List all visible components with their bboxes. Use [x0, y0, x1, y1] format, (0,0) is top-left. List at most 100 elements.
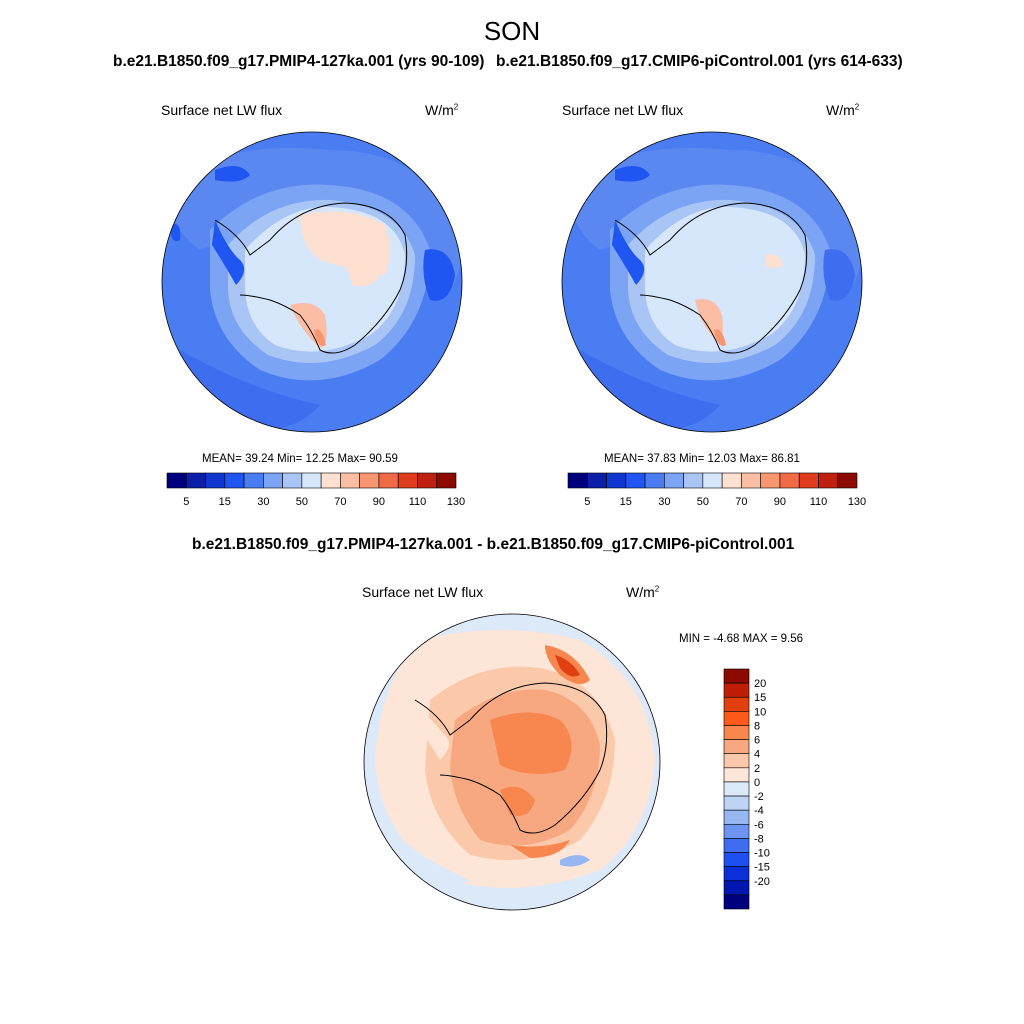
left-colorbar-box [340, 472, 360, 489]
left-colorbar-box [282, 472, 303, 489]
left-units-base: W/m [425, 102, 454, 118]
left-colorbar-box [205, 472, 226, 489]
diff-units-label: W/m2 [626, 584, 659, 600]
right-colorbar-box [741, 472, 761, 489]
diff-colorbar-box [723, 682, 750, 698]
left-stats: MEAN= 39.24 Min= 12.25 Max= 90.59 [202, 453, 398, 465]
right-colorbar-box [625, 472, 646, 489]
right-units-base: W/m [826, 102, 855, 118]
left-colorbar-box [417, 472, 438, 489]
diff-colorbar-box [723, 767, 750, 783]
right-variable-label: Surface net LW flux [562, 102, 684, 118]
right-colorbar-box [664, 472, 684, 489]
diff-colorbar-tick-label: -2 [754, 791, 764, 803]
left-colorbar-tick-label: 130 [447, 496, 465, 508]
diff-colorbar-box [723, 852, 750, 867]
diff-colorbar-box [723, 725, 750, 740]
left-colorbar-box [224, 472, 245, 489]
diff-map-border [363, 613, 661, 911]
diff-colorbar-tick-label: 20 [754, 678, 766, 690]
season-title: SON [483, 16, 541, 46]
left-map-border [161, 131, 463, 433]
right-colorbar-box [837, 472, 858, 489]
right-colorbar-box [567, 472, 588, 489]
left-variable-label: Surface net LW flux [161, 102, 283, 118]
left-colorbar-tick-label: 5 [183, 496, 189, 508]
diff-colorbar-tick-label: 2 [754, 763, 760, 775]
right-stats: MEAN= 37.83 Min= 12.03 Max= 86.81 [604, 453, 800, 465]
right-colorbar-box [779, 472, 800, 489]
left-colorbar-tick-label: 110 [409, 496, 427, 508]
left-colorbar-box [166, 472, 187, 489]
right-colorbar-tick-label: 50 [697, 496, 709, 508]
left-colorbar-box [378, 472, 399, 489]
diff-colorbar-box [723, 668, 750, 684]
diff-colorbar-box [723, 809, 750, 825]
left-colorbar: 5 15 30 50 70 90 110 130 [166, 472, 465, 508]
diff-colorbar-tick-label: -8 [754, 833, 764, 845]
right-units-exp: 2 [854, 102, 860, 112]
right-colorbar-tick-label: 130 [848, 496, 866, 508]
right-colorbar-tick-label: 70 [735, 496, 747, 508]
diff-colorbar-tick-label: 4 [754, 749, 760, 761]
diff-colorbar-tick-label: -20 [754, 876, 770, 888]
left-polar-map [162, 132, 462, 432]
diff-colorbar-tick-label: 8 [754, 720, 760, 732]
right-colorbar-tick-label: 15 [620, 496, 632, 508]
left-colorbar-box [263, 472, 283, 489]
diff-colorbar-tick-label: -10 [754, 848, 770, 860]
right-colorbar-tick-label: 5 [584, 496, 590, 508]
diff-colorbar-tick-label: -15 [754, 862, 770, 874]
diff-colorbar-tick-label: 6 [754, 735, 760, 747]
right-map-border [561, 131, 863, 433]
diff-stats: MIN = -4.68 MAX = 9.56 [679, 633, 804, 645]
right-units-label: W/m2 [826, 102, 859, 118]
right-polar-map [562, 132, 862, 432]
right-colorbar-box [818, 472, 839, 489]
diff-colorbar-box [723, 753, 750, 769]
right-colorbar-box [721, 472, 742, 489]
diff-colorbar-tick-label: 0 [754, 777, 760, 789]
diff-colorbar-box [723, 894, 750, 910]
right-colorbar-box [683, 472, 704, 489]
left-colorbar-box [185, 472, 206, 489]
left-colorbar-box [301, 472, 322, 489]
diff-title: b.e21.B1850.f09_g17.PMIP4-127ka.001 - b.… [192, 536, 795, 553]
right-colorbar: 5 15 30 50 70 90 110 130 [567, 472, 866, 508]
left-units-exp: 2 [453, 102, 459, 112]
diff-colorbar-box [723, 866, 750, 882]
left-colorbar-tick-label: 90 [373, 496, 385, 508]
diff-units-base: W/m [626, 584, 655, 600]
diff-colorbar-box [723, 880, 750, 896]
left-colorbar-box [436, 472, 457, 489]
diff-colorbar-box [723, 781, 750, 797]
right-colorbar-box [760, 472, 781, 489]
diff-colorbar-box [723, 711, 750, 726]
right-colorbar-box [702, 472, 723, 489]
diff-colorbar-tick-label: -6 [754, 819, 764, 831]
left-colorbar-box [243, 472, 264, 489]
diff-colorbar-box [723, 838, 750, 853]
panel-right-title: b.e21.B1850.f09_g17.CMIP6-piControl.001 … [496, 53, 903, 70]
diff-colorbar-box [723, 795, 750, 811]
right-colorbar-tick-label: 30 [658, 496, 670, 508]
right-colorbar-box [586, 472, 607, 489]
diff-colorbar-tick-label: 10 [754, 706, 766, 718]
left-colorbar-tick-label: 30 [257, 496, 269, 508]
left-colorbar-box [320, 472, 341, 489]
panel-left-title: b.e21.B1850.f09_g17.PMIP4-127ka.001 (yrs… [113, 53, 485, 70]
right-colorbar-tick-label: 110 [810, 496, 828, 508]
diff-units-exp: 2 [654, 584, 660, 594]
diff-colorbar-box [723, 696, 750, 712]
left-colorbar-box [397, 472, 418, 489]
diff-colorbar-tick-label: -4 [754, 805, 764, 817]
left-colorbar-tick-label: 50 [296, 496, 308, 508]
right-colorbar-box [644, 472, 665, 489]
right-colorbar-box [606, 472, 627, 489]
left-colorbar-tick-label: 70 [334, 496, 346, 508]
left-colorbar-box [359, 472, 380, 489]
left-units-label: W/m2 [425, 102, 458, 118]
diff-colorbar-tick-label: 15 [754, 692, 766, 704]
